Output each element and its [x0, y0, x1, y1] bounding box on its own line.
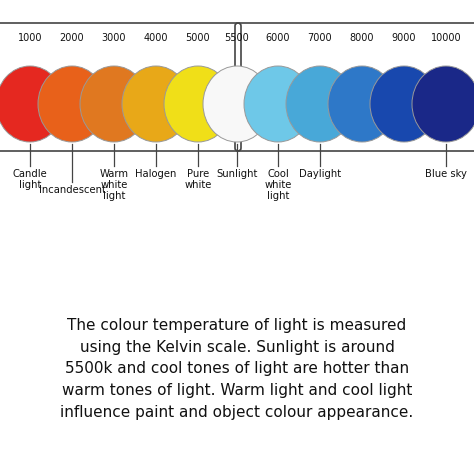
Text: 10000: 10000 [431, 33, 461, 43]
Text: Blue sky: Blue sky [425, 169, 467, 179]
Ellipse shape [164, 66, 232, 142]
Text: 1000: 1000 [18, 33, 42, 43]
Text: Pure
white: Pure white [184, 169, 212, 190]
Text: Daylight: Daylight [299, 169, 341, 179]
Ellipse shape [370, 66, 438, 142]
Text: The colour temperature of light is measured
using the Kelvin scale. Sunlight is : The colour temperature of light is measu… [60, 319, 414, 419]
Text: 9000: 9000 [392, 33, 416, 43]
Text: Incandescent: Incandescent [38, 185, 105, 195]
Text: 3000: 3000 [102, 33, 126, 43]
Ellipse shape [328, 66, 396, 142]
Ellipse shape [286, 66, 354, 142]
Text: Candle
light: Candle light [13, 169, 47, 190]
Text: Halogen: Halogen [135, 169, 177, 179]
Text: 2000: 2000 [60, 33, 84, 43]
Text: Cool
white
light: Cool white light [264, 169, 292, 201]
Text: Warm
white
light: Warm white light [100, 169, 128, 201]
Ellipse shape [0, 66, 64, 142]
Text: 5500: 5500 [225, 33, 249, 43]
Text: Warm tones: Warm tones [53, 0, 175, 4]
Text: 5000: 5000 [186, 33, 210, 43]
Text: 8000: 8000 [350, 33, 374, 43]
Ellipse shape [38, 66, 106, 142]
Ellipse shape [203, 66, 271, 142]
Ellipse shape [80, 66, 148, 142]
Text: 7000: 7000 [308, 33, 332, 43]
Ellipse shape [412, 66, 474, 142]
Ellipse shape [244, 66, 312, 142]
Ellipse shape [122, 66, 190, 142]
Text: 6000: 6000 [266, 33, 290, 43]
Text: Sunlight: Sunlight [216, 169, 258, 179]
Text: Cool tones: Cool tones [309, 0, 415, 4]
Text: 4000: 4000 [144, 33, 168, 43]
